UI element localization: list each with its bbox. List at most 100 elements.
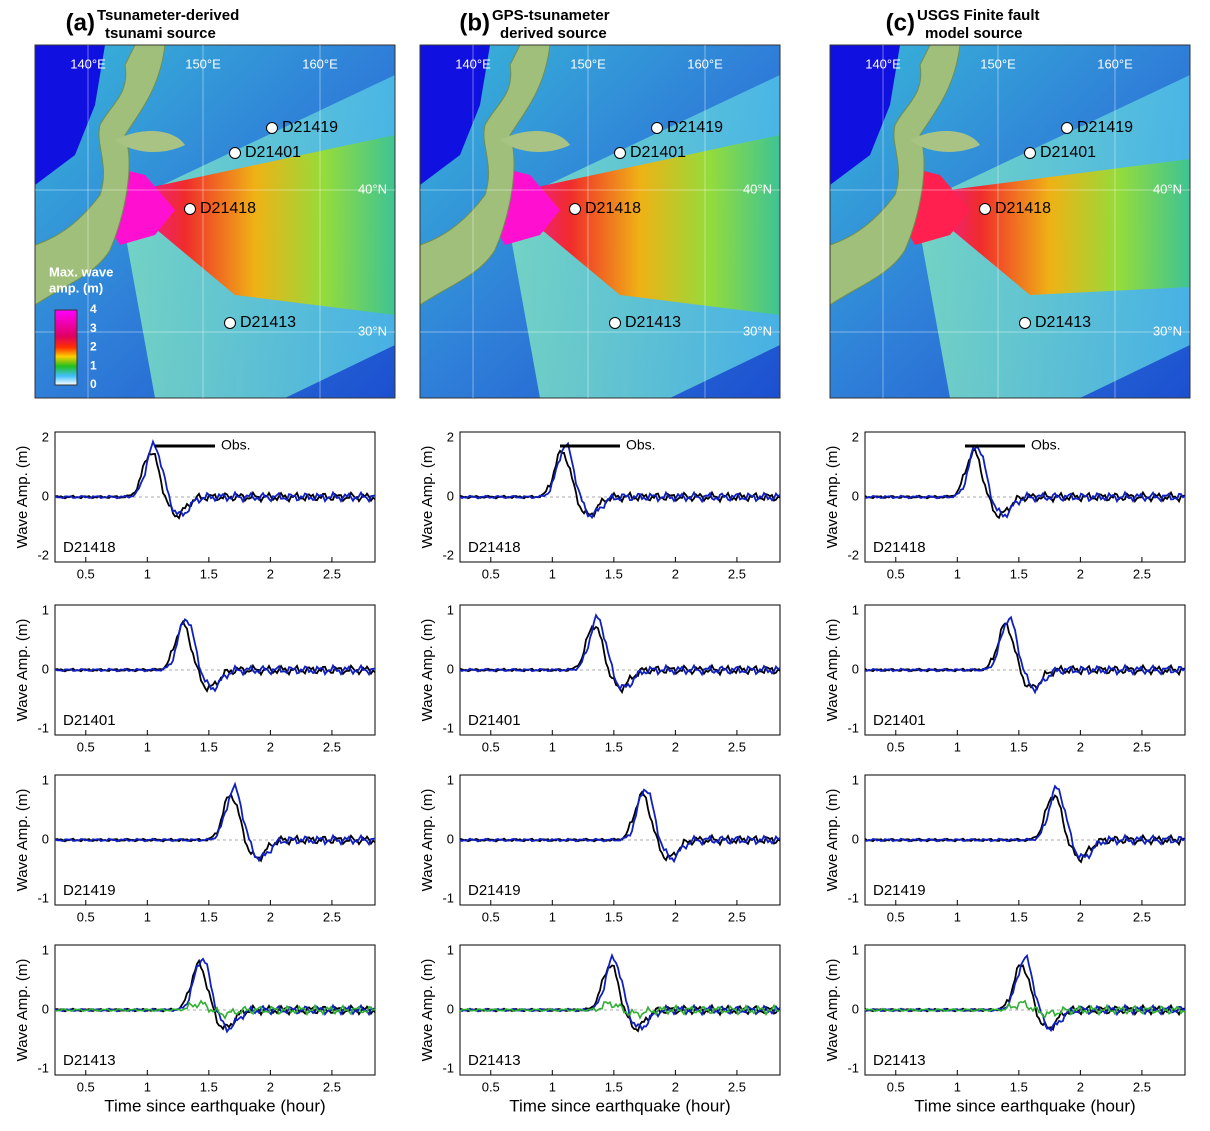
waveform-panel: 1 0 -1 Wave Amp. (m) 0.5 1 1.5 2 2.5 D21413 Time s…: [14, 942, 376, 1115]
panel-letter: (c): [886, 9, 915, 36]
x-tick-label: 1.5: [605, 739, 623, 754]
y-tick-label: 2: [42, 429, 49, 444]
x-tick-label: 1: [954, 566, 961, 581]
y-tick-label: 0: [447, 1001, 454, 1016]
y-axis-label: Wave Amp. (m): [14, 789, 31, 892]
x-tick-label: 1.5: [605, 1079, 623, 1094]
station-label: D21401: [1040, 144, 1096, 161]
x-tick-label: 2.5: [1133, 566, 1151, 581]
station-label: D21413: [240, 314, 296, 331]
x-tick-label: 0.5: [482, 909, 500, 924]
legend-label: Obs.: [1031, 437, 1061, 453]
x-axis-label: Time since earthquake (hour): [914, 1096, 1135, 1115]
y-tick-label: 0: [42, 1001, 49, 1016]
y-tick-label: 1: [852, 772, 859, 787]
station-marker: [229, 147, 241, 159]
x-tick-label: 2.5: [728, 739, 746, 754]
waveform-panel: 1 0 -1 Wave Amp. (m) 0.5 1 1.5 2 2.5 D21419: [419, 772, 781, 924]
model-trace-alt: [459, 1000, 780, 1020]
station-marker: [979, 203, 991, 215]
y-tick-label: -1: [37, 1060, 49, 1075]
station-label: D21419: [1077, 119, 1133, 136]
obs-trace: [864, 794, 1186, 864]
x-tick-label: 1.5: [200, 739, 218, 754]
x-tick-label: 1: [144, 909, 151, 924]
obs-trace: [54, 452, 376, 520]
y-axis-label: Wave Amp. (m): [824, 789, 841, 892]
model-trace: [54, 617, 376, 693]
station-marker: [224, 317, 236, 329]
station-marker: [569, 203, 581, 215]
x-tick-label: 1: [954, 739, 961, 754]
x-tick-label: 1: [144, 566, 151, 581]
x-tick-label: 2: [1077, 739, 1084, 754]
y-tick-label: 0: [447, 661, 454, 676]
panel-title: USGS Finite fault: [917, 7, 1040, 24]
x-tick-label: 0.5: [77, 1079, 95, 1094]
lon-label: 150°E: [980, 56, 1016, 71]
map-panel: 140°E 150°E 160°E 40°N 30°N D21419 D21401 D2141…: [419, 44, 781, 399]
y-tick-label: -1: [37, 890, 49, 905]
station-label: D21419: [873, 882, 926, 899]
x-tick-label: 2.5: [1133, 1079, 1151, 1094]
station-marker: [1024, 147, 1036, 159]
y-tick-label: 0: [42, 661, 49, 676]
x-tick-label: 2: [672, 1079, 679, 1094]
x-tick-label: 1.5: [200, 566, 218, 581]
station-marker: [184, 203, 196, 215]
y-axis-label: Wave Amp. (m): [824, 619, 841, 722]
station-label: D21418: [873, 539, 926, 556]
panel-title: model source: [925, 25, 1023, 42]
x-tick-label: 0.5: [77, 566, 95, 581]
station-label: D21419: [63, 882, 116, 899]
station-marker: [1019, 317, 1031, 329]
x-tick-label: 0.5: [77, 739, 95, 754]
x-tick-label: 1.5: [1010, 739, 1028, 754]
lon-label: 150°E: [570, 56, 606, 71]
x-tick-label: 2.5: [728, 1079, 746, 1094]
y-tick-label: -1: [442, 720, 454, 735]
x-tick-label: 0.5: [482, 739, 500, 754]
x-tick-label: 1: [549, 739, 556, 754]
x-tick-label: 0.5: [482, 566, 500, 581]
model-trace-alt: [864, 999, 1186, 1019]
y-tick-label: -1: [442, 1060, 454, 1075]
map-frame: [419, 44, 781, 399]
y-tick-label: 2: [447, 429, 454, 444]
waveform-panel: 2 0 -2 Wave Amp. (m) 0.5 1 1.5 2 2.5 D21418 Obs.: [419, 429, 781, 581]
map-panel: 140°E 150°E 160°E 40°N 30°N D21419 D21401 D2141…: [34, 44, 396, 399]
colorbar-title: amp. (m): [49, 280, 103, 295]
station-label: D21413: [625, 314, 681, 331]
x-tick-label: 1.5: [1010, 1079, 1028, 1094]
obs-trace: [864, 964, 1186, 1032]
map-panel: 140°E 150°E 160°E 40°N 30°N D21419 D21401 D2141…: [829, 44, 1191, 399]
model-trace: [864, 444, 1186, 519]
y-tick-label: 1: [42, 602, 49, 617]
x-tick-label: 0.5: [887, 1079, 905, 1094]
map-frame: [829, 44, 1191, 399]
land: [829, 44, 961, 306]
waveform-panel: 2 0 -2 Wave Amp. (m) 0.5 1 1.5 2 2.5 D21418 Obs.: [824, 429, 1186, 581]
wave-fan: [910, 159, 1190, 295]
obs-trace: [54, 958, 376, 1031]
x-tick-label: 0.5: [887, 739, 905, 754]
y-axis-label: Wave Amp. (m): [14, 959, 31, 1062]
station-label: D21418: [200, 200, 256, 217]
panel-title: GPS-tsunameter: [492, 7, 610, 24]
x-tick-label: 2.5: [728, 909, 746, 924]
station-marker: [614, 147, 626, 159]
wave-fan: [115, 135, 395, 315]
x-tick-label: 1.5: [605, 909, 623, 924]
lat-label: 30°N: [358, 323, 387, 338]
obs-trace: [54, 619, 376, 693]
station-label: D21419: [667, 119, 723, 136]
colorbar-tick: 2: [90, 340, 97, 354]
legend-label: Obs.: [221, 437, 251, 453]
y-tick-label: 1: [42, 772, 49, 787]
station-marker: [266, 122, 278, 134]
station-marker: [651, 122, 663, 134]
y-tick-label: 2: [852, 429, 859, 444]
y-tick-label: 0: [852, 1001, 859, 1016]
model-trace: [54, 781, 376, 863]
